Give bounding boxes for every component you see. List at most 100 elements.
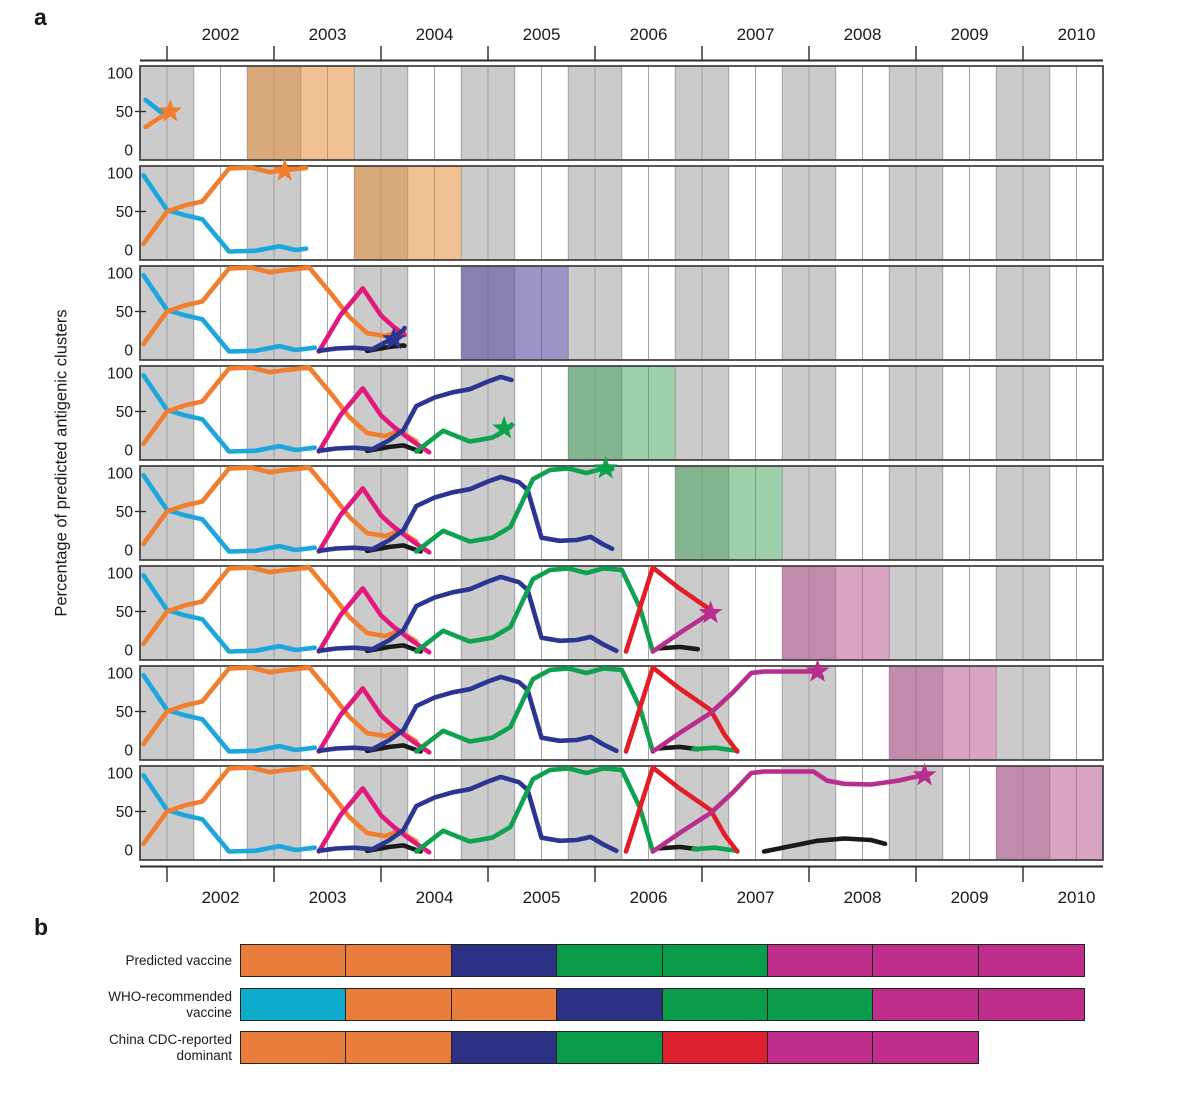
year-label-top: 2010 [1058, 25, 1096, 44]
recommendation-highlight-band [354, 166, 462, 260]
year-label-top: 2008 [844, 25, 882, 44]
season-column [354, 366, 381, 460]
season-column [247, 566, 274, 660]
panel-border [139, 765, 1104, 861]
season-column [809, 266, 836, 360]
cluster-line-orange [141, 465, 419, 547]
season-column [568, 166, 595, 260]
season-column [916, 66, 943, 160]
panel-border [139, 665, 1104, 761]
season-column [461, 466, 488, 560]
season-column [916, 266, 943, 360]
panel-border [139, 65, 1104, 161]
season-column [809, 366, 836, 460]
season-column [381, 66, 408, 160]
row-label-line: vaccine [186, 1004, 232, 1020]
season-column [889, 366, 916, 460]
row-label-line: WHO-recommended [108, 988, 232, 1004]
cluster-line-red [623, 665, 740, 754]
vaccine-segment-green [661, 988, 769, 1021]
season-column [247, 166, 274, 260]
vaccine-segment-green [767, 988, 875, 1021]
y-tick-label: 100 [107, 466, 133, 483]
season-column [1023, 566, 1050, 660]
vaccine-segment-navy [450, 944, 558, 977]
y-tick-label: 50 [116, 804, 134, 821]
cluster-line-magenta [316, 486, 432, 555]
cluster-line-orange [143, 110, 170, 130]
vaccine-prediction-star [593, 455, 618, 479]
year-label-bottom: 2010 [1058, 888, 1096, 907]
y-tick-label: 0 [124, 643, 133, 660]
cluster-line-black [364, 443, 423, 454]
season-column [354, 466, 381, 560]
row-label-line: dominant [176, 1047, 232, 1063]
recommendation-highlight-band [782, 566, 890, 660]
vaccine-segment-navy [556, 988, 664, 1021]
season-column [809, 66, 836, 160]
season-column [889, 66, 916, 160]
season-column [916, 566, 943, 660]
season-column [782, 66, 809, 160]
season-column [595, 266, 622, 360]
year-label-bottom: 2006 [630, 888, 668, 907]
season-column [247, 666, 274, 760]
recommendation-highlight-band [568, 366, 676, 460]
vaccine-segment-orange [450, 988, 558, 1021]
season-column [247, 266, 274, 360]
vaccine-segment-red [661, 1031, 769, 1064]
cluster-line-navy [316, 374, 514, 454]
vaccine-prediction-star [492, 415, 516, 439]
season-column [1023, 266, 1050, 360]
vaccine-segment-orange [240, 944, 347, 977]
season-column [675, 66, 702, 160]
row-label-china-cdc-reported-dominant: China CDC-reported dominant [0, 1031, 232, 1064]
cluster-line-navy [316, 325, 407, 354]
season-column [568, 766, 595, 860]
cluster-line-purple [650, 769, 927, 854]
season-column [354, 666, 381, 760]
recommendation-highlight-band [247, 66, 355, 160]
season-column [809, 666, 836, 760]
cluster-panel-row-8: 100 50 0 [107, 762, 1104, 861]
vaccine-segment-orange [345, 1031, 453, 1064]
year-label-bottom: 2008 [844, 888, 882, 907]
season-column [996, 466, 1023, 560]
season-column [702, 366, 729, 460]
vaccine-segment-magenta [872, 988, 980, 1021]
y-tick-label: 50 [116, 704, 134, 721]
y-tick-label: 100 [107, 166, 133, 183]
y-tick-label: 0 [124, 843, 133, 860]
season-column [675, 166, 702, 260]
year-label-bottom: 2004 [416, 888, 454, 907]
vaccine-segment-green [661, 944, 769, 977]
row-label-who-recommended-vaccine: WHO-recommended vaccine [0, 988, 232, 1021]
season-column [568, 66, 595, 160]
season-column [916, 466, 943, 560]
y-tick-label: 0 [124, 143, 133, 160]
cluster-line-cyan [143, 97, 167, 117]
y-tick-label: 50 [116, 404, 134, 421]
panel-border [139, 265, 1104, 361]
season-column [675, 766, 702, 860]
season-column [595, 166, 622, 260]
year-label-bottom: 2005 [523, 888, 561, 907]
season-column [247, 366, 274, 460]
year-label-top: 2005 [523, 25, 561, 44]
panel-border [139, 565, 1104, 661]
y-tick-label: 100 [107, 66, 133, 83]
season-column [247, 466, 274, 560]
season-column [996, 366, 1023, 460]
season-column [675, 566, 702, 660]
recommendation-highlight-band [996, 766, 1104, 860]
season-column [1023, 366, 1050, 460]
season-column [996, 266, 1023, 360]
y-tick-label: 0 [124, 743, 133, 760]
vaccine-segment-cyan [240, 988, 347, 1021]
cluster-panel-row-2: 100 50 0 [107, 158, 1104, 261]
cluster-line-black [761, 836, 888, 854]
year-label-top: 2004 [416, 25, 454, 44]
cluster-line-red [623, 765, 740, 854]
season-column [702, 166, 729, 260]
